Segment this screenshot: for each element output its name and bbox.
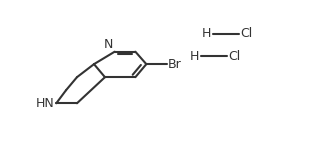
Text: Br: Br (167, 58, 181, 71)
Text: H: H (202, 27, 211, 40)
Text: H: H (190, 50, 199, 63)
Text: HN: HN (35, 97, 54, 110)
Text: N: N (104, 38, 113, 51)
Text: Cl: Cl (229, 50, 241, 63)
Text: Cl: Cl (241, 27, 253, 40)
